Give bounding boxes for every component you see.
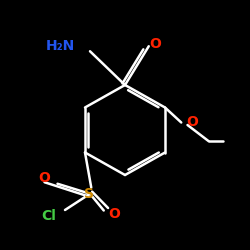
Text: O: O [186,116,198,130]
Text: O: O [38,170,50,184]
Text: O: O [149,37,160,51]
Text: H₂N: H₂N [46,39,75,53]
Text: O: O [108,207,120,221]
Text: S: S [84,187,94,201]
Text: Cl: Cl [41,209,56,223]
